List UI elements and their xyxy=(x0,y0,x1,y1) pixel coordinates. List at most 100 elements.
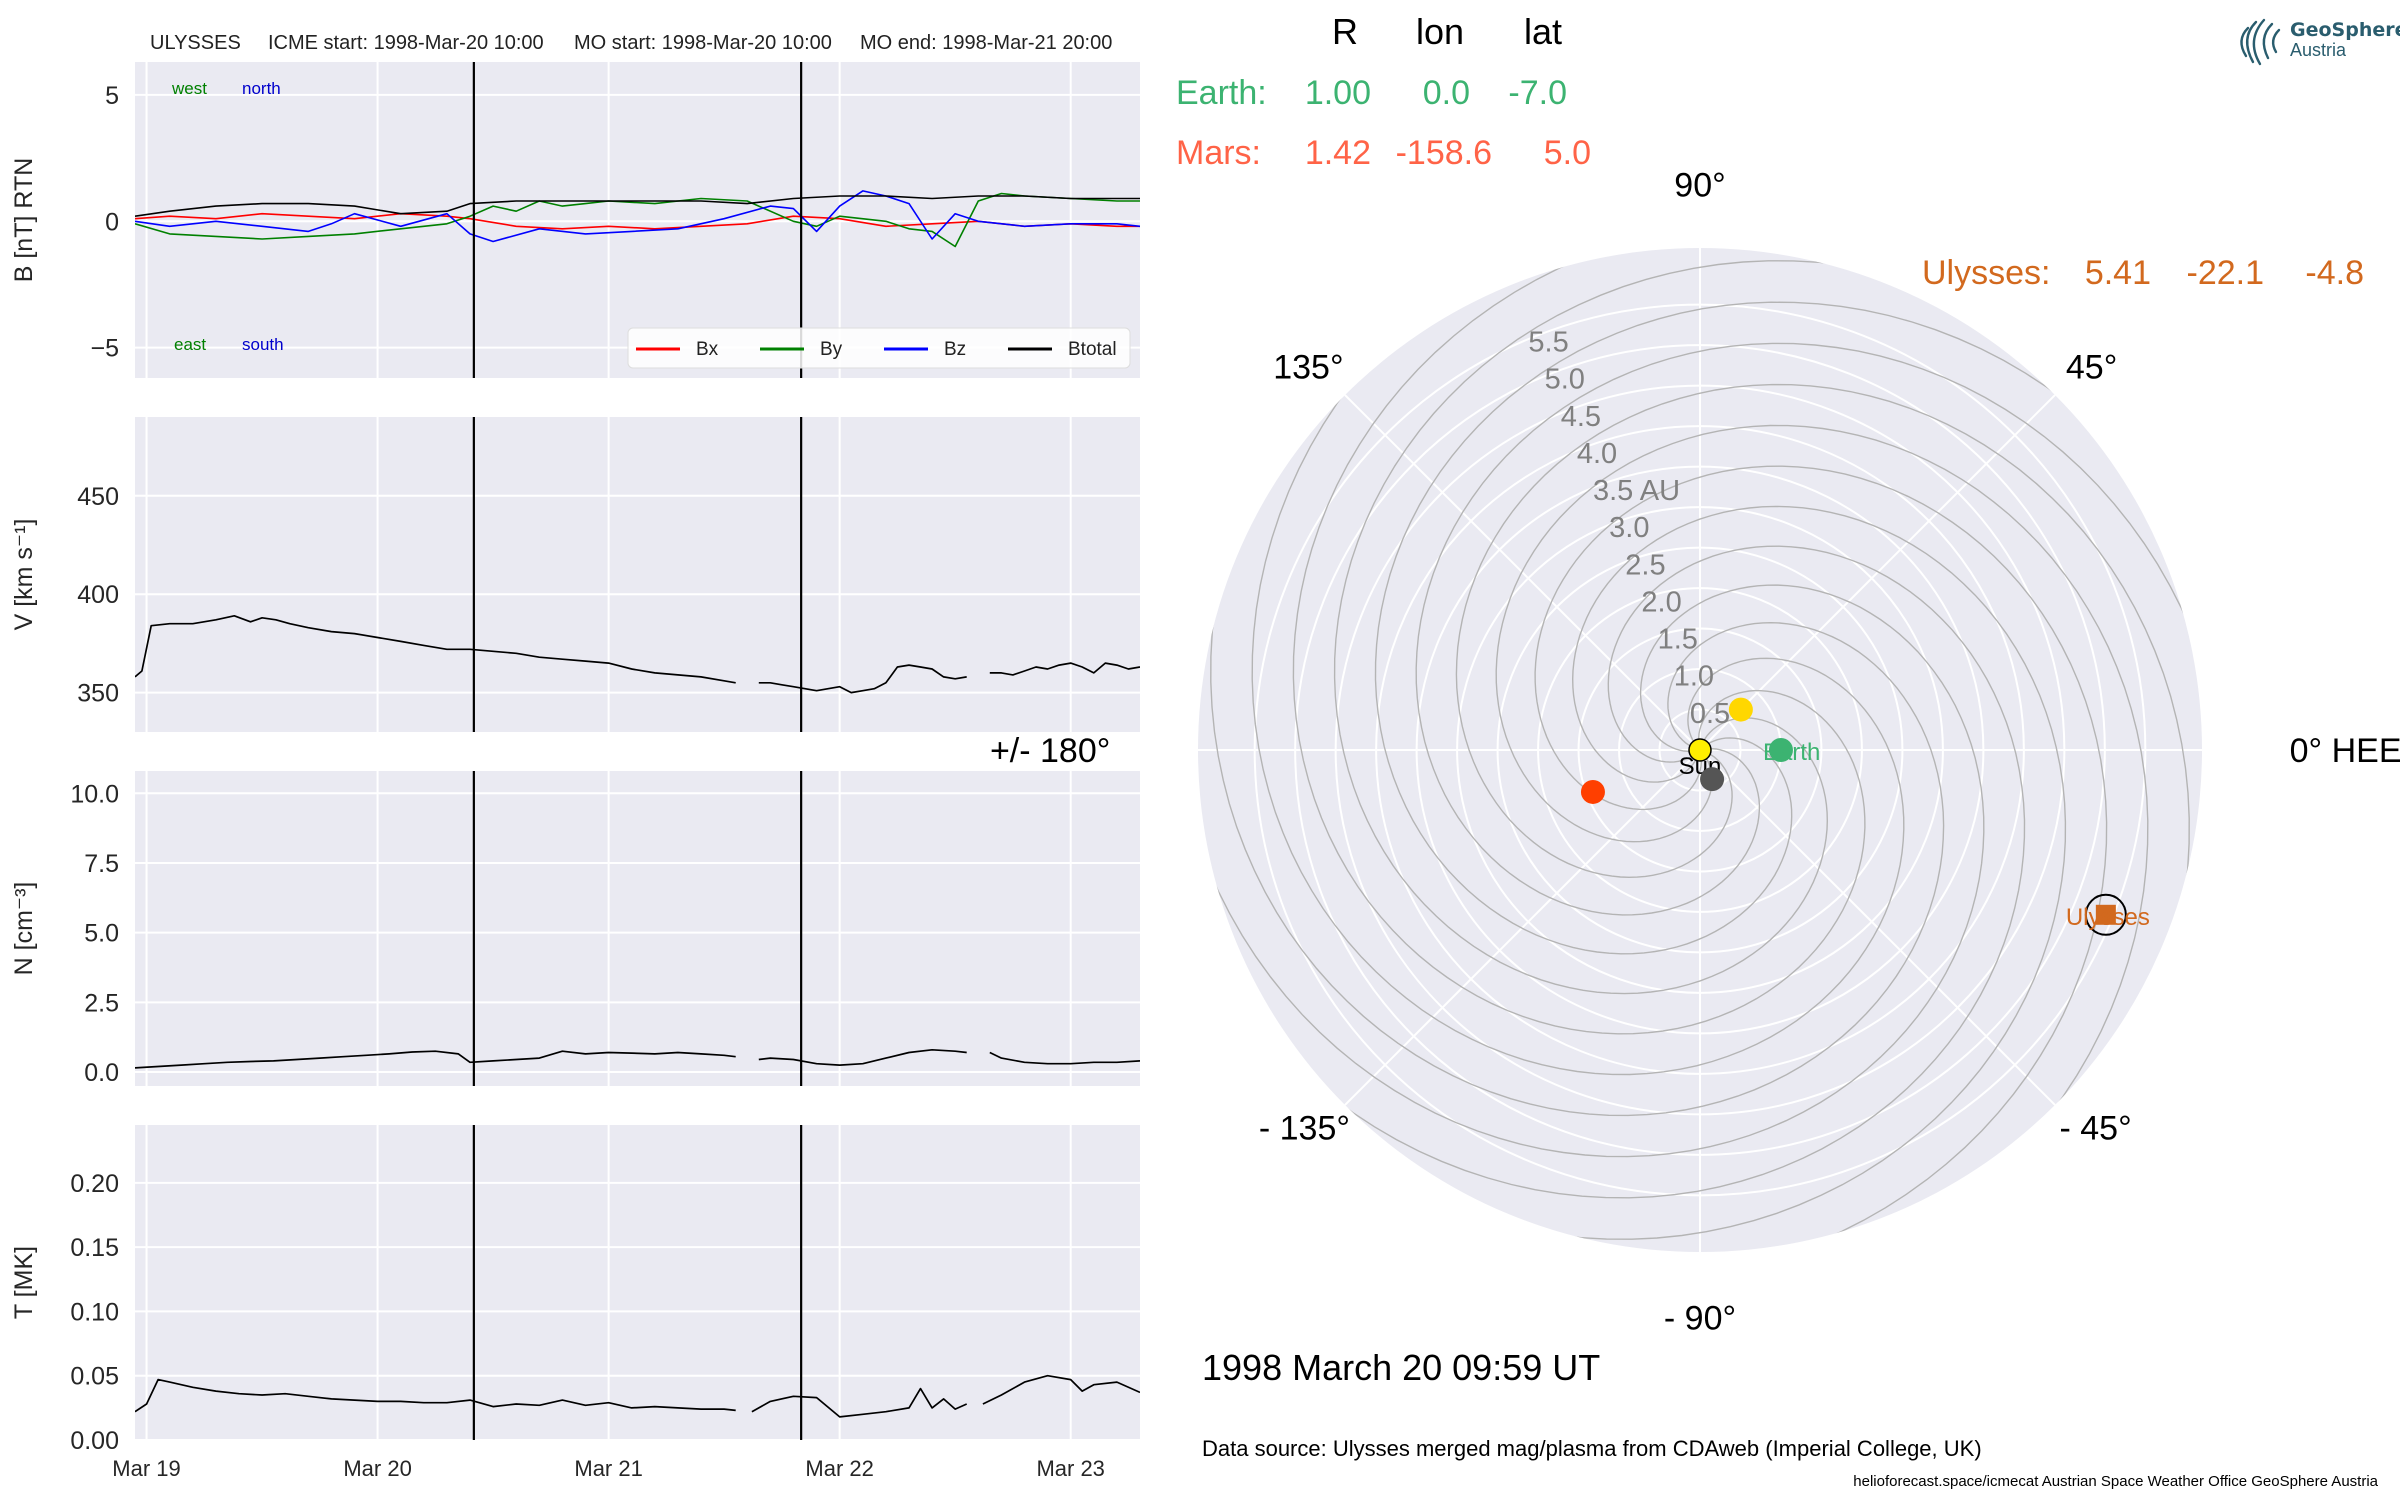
polar-theta-label-6: - 90° xyxy=(1664,1300,1736,1338)
polar-r-tick-label-5: 3.0 xyxy=(1609,512,1649,544)
b-ylabel: B [nT] RTN xyxy=(10,158,38,283)
earth-row-r: 1.00 xyxy=(1305,74,1371,112)
xtick-label-3: Mar 22 xyxy=(805,1456,873,1481)
xtick-label-4: Mar 23 xyxy=(1036,1456,1104,1481)
legend-bx-label: Bx xyxy=(696,339,719,360)
east-label: east xyxy=(174,335,206,354)
polar-theta-label-0: 0° HEEQ xyxy=(2290,732,2400,770)
polar-r-gridline-8 xyxy=(1334,384,2066,1116)
polar-r-tick-label-6: 3.5 AU xyxy=(1593,475,1680,507)
polar-r-tick-label-2: 1.5 xyxy=(1658,624,1698,656)
t-ytick-label-0: 0.00 xyxy=(70,1427,119,1455)
n-series-group xyxy=(135,1048,1140,1069)
mars-row-lat: 5.0 xyxy=(1544,134,1591,172)
south-label: south xyxy=(242,335,284,354)
proton-temperature-panel: 0.00 0.05 0.10 0.15 0.20 T [MK] Mar 19 Mar 20 Ma… xyxy=(10,1125,1140,1481)
planet-grey-marker xyxy=(1700,767,1725,792)
parker-spiral-arm-11 xyxy=(1455,383,2190,895)
parker-spiral-group xyxy=(1207,257,2193,1243)
table-header-r: R xyxy=(1332,11,1358,52)
polar-theta-label-7: - 45° xyxy=(2059,1110,2131,1148)
v-ytick-label-0: 350 xyxy=(77,680,119,708)
earth-row-name: Earth: xyxy=(1176,74,1267,112)
planet-yellow-marker xyxy=(1728,697,1753,722)
v-data-line-segment-0 xyxy=(135,614,736,684)
polar-theta-label-1: 45° xyxy=(2066,348,2117,386)
n-data-line-segment-0 xyxy=(135,1050,736,1069)
b-series-group xyxy=(135,190,1140,248)
v-data-line-segment-1 xyxy=(758,664,967,694)
plot-timestamp: 1998 March 20 09:59 UT xyxy=(1202,1347,1600,1388)
west-label: west xyxy=(171,79,207,98)
polar-r-tick-label-10: 5.5 xyxy=(1528,327,1568,359)
parker-spiral-arm-6 xyxy=(1207,584,1985,1158)
b-ytick-label-2: 5 xyxy=(105,82,119,110)
polar-r-gridline-9 xyxy=(1294,344,2106,1156)
n-data-line-segment-1 xyxy=(758,1048,967,1066)
v-plot-area xyxy=(135,417,1140,732)
parker-spiral-arm-10 xyxy=(1495,424,2149,1119)
icme-start-label: ICME start: 1998-Mar-20 10:00 xyxy=(268,32,544,54)
mars-marker xyxy=(1580,779,1605,804)
t-ytick-label-4: 0.20 xyxy=(70,1170,119,1198)
mo-start-label: MO start: 1998-Mar-20 10:00 xyxy=(574,32,832,54)
polar-r-tick-label-0: 0.5 xyxy=(1690,698,1730,730)
parker-spiral-arm-7 xyxy=(1331,545,2026,1199)
polar-r-gridline-4 xyxy=(1496,546,1904,954)
solar-wind-speed-panel: 350 400 450 V [km s⁻¹] xyxy=(10,417,1140,732)
position-table: R lon lat Earth: 1.00 0.0 -7.0 Mars: 1.4… xyxy=(1176,11,2364,292)
b-btotal-line xyxy=(135,195,1140,217)
b-by-line xyxy=(135,192,1140,248)
mars-row-r: 1.42 xyxy=(1305,134,1371,172)
parker-spiral-arm-2 xyxy=(1333,260,1845,995)
ulysses-row-name: Ulysses: xyxy=(1922,254,2050,292)
mars-row-lon: -158.6 xyxy=(1396,134,1492,172)
b-bz-line xyxy=(135,190,1140,243)
t-ytick-label-2: 0.10 xyxy=(70,1298,119,1326)
t-series-group xyxy=(135,1374,1140,1418)
b-legend: Bx By Bz Btotal xyxy=(627,327,1131,369)
t-ytick-label-3: 0.15 xyxy=(70,1234,119,1262)
polar-r-tick-label-8: 4.5 xyxy=(1561,401,1601,433)
parker-spiral-arm-8 xyxy=(1555,505,2067,1240)
n-ytick-label-2: 5.0 xyxy=(84,920,119,948)
earth-label: Earth xyxy=(1763,739,1820,766)
event-header: ULYSSES ICME start: 1998-Mar-20 10:00 MO… xyxy=(150,32,1112,54)
polar-r-gridline-0 xyxy=(1658,708,1742,792)
v-ytick-label-2: 450 xyxy=(77,483,119,511)
b-direction-labels: west north east south xyxy=(171,79,284,354)
earth-marker xyxy=(1768,738,1793,762)
n-ytick-label-1: 2.5 xyxy=(84,989,119,1017)
n-ytick-label-4: 10.0 xyxy=(70,780,119,808)
mars-row-name: Mars: xyxy=(1176,134,1261,172)
polar-r-tick-label-4: 2.5 xyxy=(1625,549,1665,581)
polar-r-tick-label-1: 1.0 xyxy=(1674,661,1714,693)
parker-spiral-arm-5 xyxy=(1210,605,1945,1117)
xtick-label-2: Mar 21 xyxy=(574,1456,642,1481)
ulysses-marker xyxy=(2095,904,2116,925)
b-ytick-label-1: 0 xyxy=(105,208,119,236)
polar-theta-label-4: +/- 180° xyxy=(990,732,1110,770)
parker-spiral-arm-9 xyxy=(1534,465,2108,1243)
polar-r-tick-label-9: 5.0 xyxy=(1545,364,1585,396)
polar-position-plot: 0.5 1.0 1.5 2.0 2.5 3.0 3.5 AU 4.0 4.5 5.0 5.5 0° H… xyxy=(990,166,2400,1337)
t-data-line-segment-2 xyxy=(982,1374,1140,1405)
n-ytick-label-3: 7.5 xyxy=(84,850,119,878)
n-ytick-label-0: 0.0 xyxy=(84,1059,119,1087)
geosphere-logo: GeoSphere Austria xyxy=(2240,18,2400,66)
b-ytick-label-0: −5 xyxy=(90,335,119,363)
parker-spiral-arm-0 xyxy=(1415,342,2193,916)
ulysses-highlight-ring xyxy=(2084,893,2127,936)
ulysses-label: Ulysses xyxy=(2066,904,2150,931)
xtick-label-1: Mar 20 xyxy=(343,1456,411,1481)
v-series-group xyxy=(135,614,1140,694)
ulysses-row-lat: -4.8 xyxy=(2305,254,2364,292)
mo-end-label: MO end: 1998-Mar-21 20:00 xyxy=(860,32,1112,54)
earth-row-lat: -7.0 xyxy=(1508,74,1567,112)
polar-r-tick-label-7: 4.0 xyxy=(1577,438,1617,470)
v-ylabel: V [km s⁻¹] xyxy=(10,519,38,631)
parker-spiral-arm-1 xyxy=(1374,301,2069,955)
polar-theta-label-2: 90° xyxy=(1674,166,1725,204)
ulysses-row-lon: -22.1 xyxy=(2187,254,2265,292)
